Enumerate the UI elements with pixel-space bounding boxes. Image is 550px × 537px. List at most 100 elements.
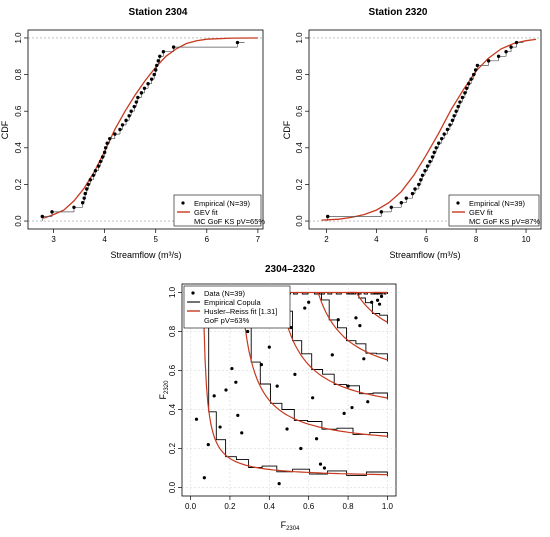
panel1-ylabel: CDF (0, 120, 10, 139)
panel3-frame (181, 283, 397, 497)
p1-empirical-point (235, 40, 240, 45)
p3-data-point (267, 345, 271, 349)
p1-empirical-point (113, 132, 117, 136)
p3-data-point (358, 324, 362, 328)
p3-data-point (370, 300, 374, 304)
p1-xtick-label-1: 4 (102, 235, 107, 244)
p1-ytick-label-4: 0.8 (14, 68, 23, 80)
p1-empirical-point (105, 141, 109, 145)
p3-xtick-label-3: 0.6 (303, 502, 315, 511)
p2-xtick-label-0: 2 (324, 235, 329, 244)
p1-empirical-point (91, 173, 96, 177)
p2-empirical-point (469, 77, 473, 81)
p3-ytick-label-2: 0.4 (168, 403, 177, 415)
p3-data-point (375, 298, 380, 302)
p2-empirical-point (417, 182, 421, 187)
panel2-reference-lines (309, 37, 541, 222)
p1-empirical-point (108, 136, 112, 141)
p1-empirical-point (158, 54, 162, 58)
p2-empirical-point (432, 150, 436, 155)
p1-empirical-point (103, 146, 108, 150)
p1-empirical-point (86, 182, 90, 187)
p2-empirical-steps (327, 42, 524, 221)
p2-empirical-point (514, 40, 519, 45)
p2-empirical-point (326, 214, 330, 219)
p1-empirical-point (142, 86, 147, 91)
p1-empirical-point (85, 187, 89, 191)
p2-empirical-point (454, 109, 458, 113)
panel2-legend-box (448, 194, 540, 227)
panel2-legend-gof: MC GoF KS pV=87% (469, 217, 540, 226)
p3-xtick-label-1: 0.2 (224, 502, 236, 511)
p2-empirical-point (430, 155, 435, 159)
p2-xtick-label-1: 4 (374, 235, 379, 244)
p3-data-point (314, 437, 319, 441)
p1-ytick-label-1: 0.2 (14, 178, 23, 190)
p1-xtick-label-0: 3 (51, 235, 56, 244)
p2-empirical-point (458, 100, 462, 104)
p1-empirical-point (96, 164, 101, 168)
p2-empirical-point (486, 59, 491, 63)
p3-data-point (354, 316, 358, 320)
p1-empirical-steps (41, 42, 245, 221)
p1-gev-fit-line (43, 37, 258, 219)
p2-empirical-point (464, 86, 469, 91)
panel1-legend: Empirical (N=39) GEV fit MC GoF KS pV=65… (173, 194, 265, 227)
p2-empirical-point (440, 136, 444, 141)
p1-empirical-point (136, 95, 140, 100)
panel2-gev-fit (321, 38, 537, 221)
p1-empirical-point (146, 82, 150, 86)
p2-ytick-label-2: 0.4 (295, 142, 304, 154)
panel2-legend-point-marker (456, 201, 460, 205)
p1-empirical-point (102, 150, 107, 155)
p1-ytick-label-2: 0.4 (14, 142, 23, 154)
p3-data-point (336, 318, 340, 322)
p2-empirical-point (425, 164, 430, 168)
p3-data-point (311, 396, 315, 400)
p3-data-point (322, 466, 327, 470)
panel3-legend-data: Data (N=39) (204, 289, 246, 298)
p2-xtick-label-2: 6 (424, 235, 429, 244)
panel3-grid (182, 284, 396, 496)
p3-data-point (224, 388, 228, 392)
p1-empirical-point (124, 118, 128, 123)
p3-fit-contour-3 (289, 291, 388, 361)
p3-data-point (246, 329, 250, 334)
p3-data-point (303, 306, 307, 310)
p2-empirical-point (423, 168, 427, 173)
p3-empirical-contour-0 (199, 292, 388, 477)
panel1-gev-fit (43, 37, 258, 219)
p3-data-point (342, 411, 346, 416)
p3-data-point (259, 363, 264, 367)
p3-data-point (277, 482, 281, 486)
p3-data-point (218, 425, 222, 429)
panel1-empirical-points (40, 40, 245, 221)
panel2-xlabel: Streamflow (m³/s) (389, 250, 460, 260)
p3-data-point (350, 405, 354, 410)
p1-empirical-point (171, 45, 176, 49)
panel3-legend-copula: Empirical Copula (204, 298, 262, 307)
p3-data-point (236, 413, 240, 417)
panel3-data-points (194, 294, 384, 486)
panel3-yticks: 0.0 0.2 0.4 0.6 0.8 1.0 (168, 286, 182, 493)
p1-xtick-label-4: 7 (256, 235, 261, 244)
p2-empirical-point (496, 54, 501, 58)
panel3-xlabel-sub: 2304 (286, 526, 300, 532)
panel1-legend-point-marker (181, 201, 185, 205)
p1-empirical-point (93, 168, 98, 173)
p3-data-point (307, 300, 311, 304)
p2-empirical-point (456, 104, 460, 109)
panel1-reference-lines (28, 37, 263, 222)
panel1-legend-box (173, 194, 262, 227)
panel1-xticks: 3 4 5 6 7 (51, 229, 261, 244)
p1-empirical-point (127, 114, 131, 118)
p3-data-point (379, 294, 384, 298)
panel1-xlabel: Streamflow (m³/s) (110, 250, 181, 260)
p3-data-point (346, 384, 350, 388)
p1-empirical-point (98, 159, 103, 164)
p3-data-point (202, 476, 206, 480)
p3-fit-contour-4 (318, 291, 388, 323)
p2-empirical-point (460, 95, 465, 100)
p3-xtick-label-0: 0.0 (185, 502, 197, 511)
panel1-yticks: 0.0 0.2 0.4 0.6 0.8 1.0 (14, 32, 28, 227)
